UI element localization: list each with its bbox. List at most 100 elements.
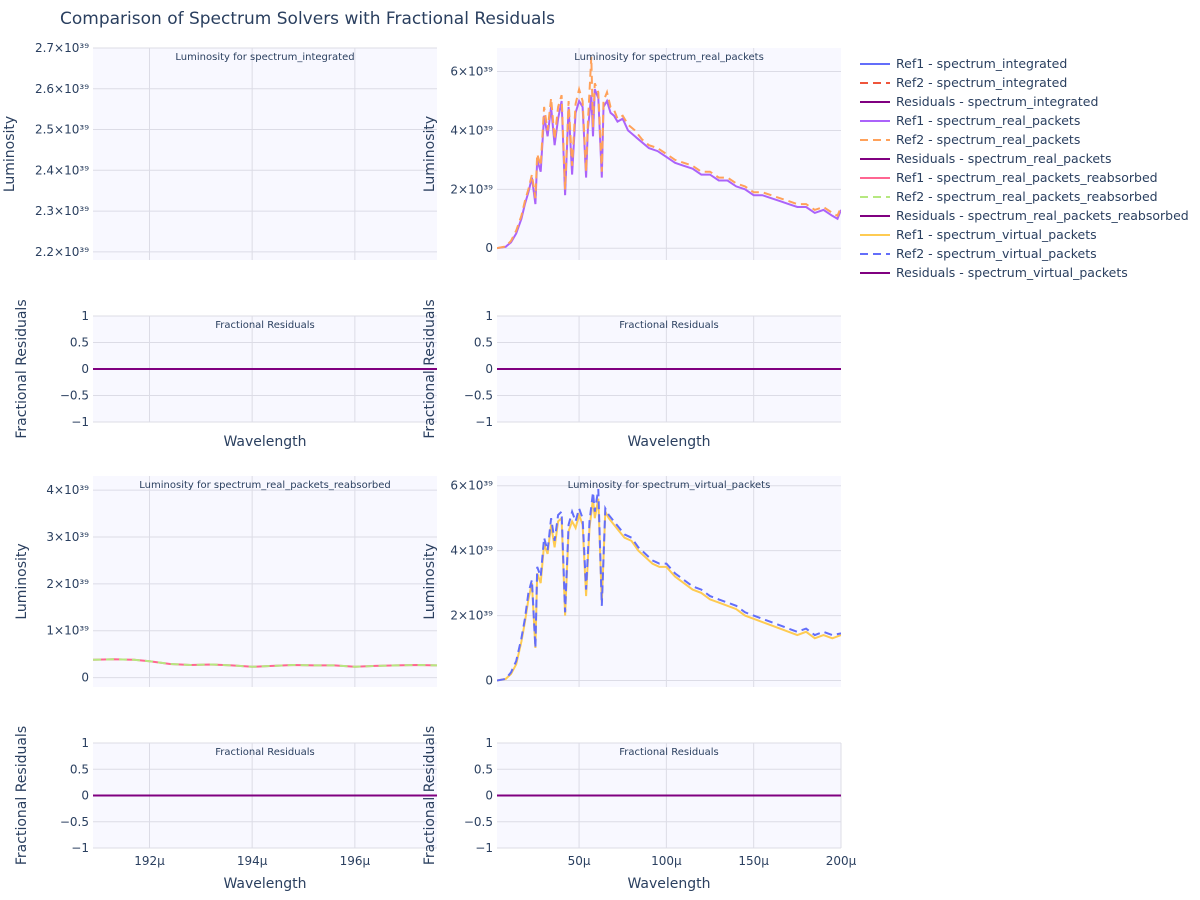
legend-item[interactable]: Residuals - spectrum_integrated [860,92,1189,111]
legend-label: Residuals - spectrum_virtual_packets [896,265,1128,280]
y-tick-label: 6×10³⁹ [450,479,493,493]
y-tick-label: 4×10³⁹ [46,483,89,497]
y-tick-label: 1 [485,309,493,323]
legend-line-icon [860,214,890,217]
y-tick-label: 0.5 [474,336,493,350]
subplot-title: Luminosity for spectrum_virtual_packets [568,480,771,491]
y-tick-label: 2.2×10³⁹ [35,245,89,259]
y-tick-label: 0 [485,241,493,255]
y-axis-label: Luminosity [422,543,438,619]
subplot-title: Fractional Residuals [619,320,718,331]
legend-line-icon [860,233,890,236]
x-tick-label: 194μ [237,854,268,868]
y-axis-label: Luminosity [422,116,438,192]
legend-label: Ref1 - spectrum_real_packets [896,113,1081,128]
y-tick-label: 4×10³⁹ [450,544,493,558]
plot-area [93,48,437,260]
y-tick-label: −1 [71,415,89,429]
y-tick-label: −0.5 [464,389,493,403]
y-tick-label: 1×10³⁹ [46,624,89,638]
series-line-0[interactable] [497,498,841,682]
plot-area [93,476,437,687]
legend-label: Ref2 - spectrum_real_packets [896,132,1081,147]
y-tick-label: 0 [485,362,493,376]
y-tick-label: 0 [485,674,493,688]
subplot-1: 0 2×10³⁹ 4×10³⁹ 6×10³⁹ Luminosity for spectr… [422,48,841,260]
legend-line-icon [860,176,890,179]
y-tick-label: 2.4×10³⁹ [35,163,89,177]
plot-area [497,48,841,260]
y-tick-label: −0.5 [60,815,89,829]
plot-area [497,476,841,687]
y-tick-label: −0.5 [60,389,89,403]
subplot-title: Luminosity for spectrum_real_packets_rea… [139,480,390,491]
y-axis-label: Fractional Residuals [14,299,30,438]
y-tick-label: 0 [81,671,89,685]
y-axis-label: Fractional Residuals [422,299,438,438]
x-axis-label: Wavelength [627,434,710,450]
y-tick-label: 0 [81,789,89,803]
x-axis-label: Wavelength [627,876,710,892]
subplot-4: 1 0.5 0 −0.5 −1 Fractional Residuals Fractiona… [14,299,437,450]
legend-label: Ref1 - spectrum_integrated [896,56,1068,71]
series-line-1[interactable] [497,56,841,250]
subplot-0: 2.2×10³⁹ 2.3×10³⁹ 2.4×10³⁹ 2.5×10³⁹ 2.6×10³⁹… [2,41,437,260]
x-tick-label: 200μ [826,854,857,868]
y-tick-label: 0 [485,789,493,803]
legend-item[interactable]: Residuals - spectrum_virtual_packets [860,263,1189,282]
subplot-3: 0 2×10³⁹ 4×10³⁹ 6×10³⁹ Luminosity for spectr… [422,476,841,688]
y-tick-label: 0.5 [474,762,493,776]
legend-line-icon [860,271,890,274]
x-tick-label: 196μ [340,854,371,868]
legend-item[interactable]: Ref1 - spectrum_integrated [860,54,1189,73]
legend-item[interactable]: Residuals - spectrum_real_packets [860,149,1189,168]
legend-item[interactable]: Ref2 - spectrum_real_packets [860,130,1189,149]
legend-label: Residuals - spectrum_real_packets_reabso… [896,208,1189,223]
y-tick-label: −0.5 [464,815,493,829]
y-tick-label: 1 [485,736,493,750]
legend-item[interactable]: Residuals - spectrum_real_packets_reabso… [860,206,1189,225]
y-tick-label: 2.5×10³⁹ [35,123,89,137]
legend-label: Ref2 - spectrum_virtual_packets [896,246,1097,261]
y-tick-label: 2.3×10³⁹ [35,204,89,218]
y-tick-label: 1 [81,736,89,750]
legend-label: Residuals - spectrum_real_packets [896,151,1112,166]
legend-item[interactable]: Ref2 - spectrum_integrated [860,73,1189,92]
subplot-title: Fractional Residuals [619,747,718,758]
legend-item[interactable]: Ref1 - spectrum_virtual_packets [860,225,1189,244]
y-tick-label: 0 [81,362,89,376]
y-tick-label: 2.6×10³⁹ [35,82,89,96]
legend-label: Residuals - spectrum_integrated [896,94,1099,109]
y-tick-label: −1 [71,841,89,855]
legend-line-icon [860,138,890,141]
series-line-1[interactable] [93,658,437,668]
series-line-1[interactable] [497,488,841,682]
series-line-0[interactable] [497,88,841,250]
x-tick-label: 192μ [134,854,165,868]
legend-item[interactable]: Ref2 - spectrum_real_packets_reabsorbed [860,187,1189,206]
y-tick-label: 0.5 [70,762,89,776]
y-tick-label: 2.7×10³⁹ [35,41,89,55]
x-tick-label: 100μ [651,854,682,868]
subplot-title: Luminosity for spectrum_real_packets [574,52,764,63]
y-axis-label: Luminosity [2,116,18,192]
legend-line-icon [860,62,890,65]
subplot-2: 0 1×10³⁹ 2×10³⁹ 3×10³⁹ 4×10³⁹ Luminosity for … [14,476,437,687]
legend-line-icon [860,195,890,198]
legend-label: Ref2 - spectrum_integrated [896,75,1068,90]
y-tick-label: −1 [475,841,493,855]
x-tick-label: 150μ [738,854,769,868]
legend[interactable]: Ref1 - spectrum_integrated Ref2 - spectru… [860,54,1189,282]
legend-label: Ref2 - spectrum_real_packets_reabsorbed [896,189,1158,204]
legend-item[interactable]: Ref2 - spectrum_virtual_packets [860,244,1189,263]
y-tick-label: 6×10³⁹ [450,65,493,79]
x-axis-label: Wavelength [223,434,306,450]
x-axis-label: Wavelength [223,876,306,892]
y-axis-label: Fractional Residuals [422,726,438,865]
y-tick-label: 2×10³⁹ [46,577,89,591]
legend-item[interactable]: Ref1 - spectrum_real_packets_reabsorbed [860,168,1189,187]
subplot-6: 1 0.5 0 −0.5 −1 192μ 194μ 196μ Fractional Residu… [14,726,437,892]
y-tick-label: 0.5 [70,336,89,350]
legend-item[interactable]: Ref1 - spectrum_real_packets [860,111,1189,130]
